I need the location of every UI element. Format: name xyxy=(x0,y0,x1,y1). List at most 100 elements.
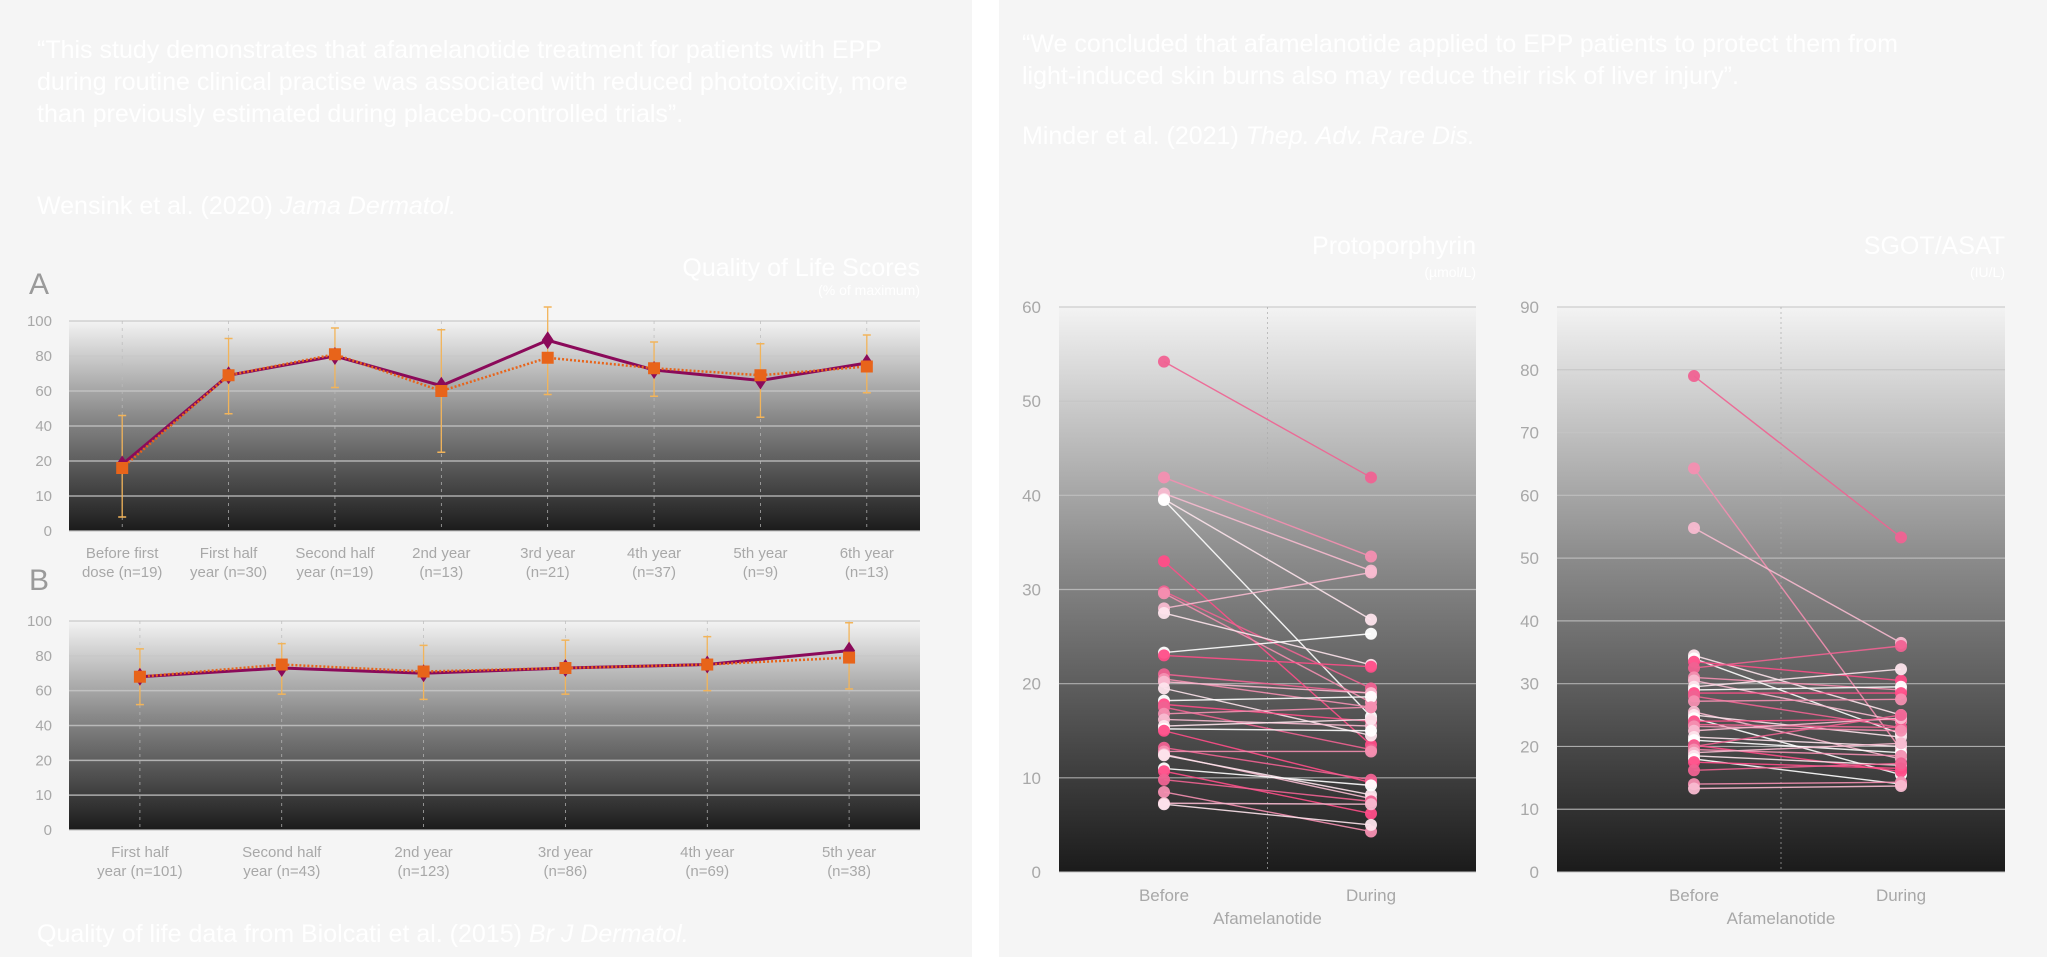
y-tick-label: 10 xyxy=(1022,769,1041,788)
before-point xyxy=(1158,724,1170,737)
qol-chart-subtitle: (% of maximum) xyxy=(818,282,920,298)
x-tick-label: Before first xyxy=(86,545,159,562)
during-point xyxy=(1365,724,1377,737)
square-marker xyxy=(648,362,661,375)
y-tick-label: 40 xyxy=(35,718,52,735)
x-tick-label: (n=38) xyxy=(827,863,871,880)
pair-line xyxy=(1163,754,1372,796)
sgot-unit: (IU/L) xyxy=(1970,264,2005,280)
pair-line xyxy=(1163,492,1372,572)
panel-a-label: A xyxy=(29,268,50,301)
during-point xyxy=(1895,531,1907,544)
pair-line xyxy=(1163,706,1372,715)
x-axis-label: Afamelanotide xyxy=(1727,909,1836,928)
square-marker xyxy=(559,662,572,675)
x-tick-label: Before xyxy=(1669,886,1719,905)
pair-line xyxy=(1163,590,1372,690)
y-tick-label: 0 xyxy=(1032,863,1041,882)
before-point xyxy=(1158,798,1170,811)
y-tick-label: 80 xyxy=(1520,361,1539,380)
square-marker xyxy=(328,348,341,361)
series-line-square xyxy=(121,352,867,469)
y-tick-label: 0 xyxy=(1530,863,1539,882)
pair-line xyxy=(1163,361,1372,479)
pair-line xyxy=(1163,802,1372,805)
pair-line xyxy=(1163,803,1372,826)
y-tick-label: 10 xyxy=(35,787,52,804)
series-line-diamond xyxy=(121,338,868,466)
x-tick-label: 4th year xyxy=(680,844,734,861)
x-tick-label: (n=86) xyxy=(544,863,588,880)
y-tick-label: 60 xyxy=(1520,486,1539,505)
pair-line xyxy=(1693,467,1902,750)
pair-line xyxy=(1163,498,1372,621)
pair-line xyxy=(1693,761,1902,770)
y-tick-label: 50 xyxy=(1520,549,1539,568)
x-tick-label: 4th year xyxy=(627,545,681,562)
y-tick-label: 60 xyxy=(1022,298,1041,317)
x-tick-label: (n=9) xyxy=(743,564,778,581)
square-marker xyxy=(133,670,146,683)
before-point xyxy=(1158,471,1170,484)
x-tick-label: 5th year xyxy=(822,844,876,861)
y-tick-label: 40 xyxy=(35,418,52,435)
during-point xyxy=(1895,709,1907,722)
x-tick-label: (n=13) xyxy=(845,564,889,581)
qol-chart-title: Quality of Life Scores xyxy=(682,254,920,282)
minder-citation: Minder et al. (2021) Thep. Adv. Rare Dis… xyxy=(1022,122,1475,151)
pair-line xyxy=(1693,686,1902,691)
sgot-title: SGOT/ASAT xyxy=(1863,232,2005,260)
square-marker xyxy=(116,462,129,474)
pair-line xyxy=(1693,762,1902,771)
before-point xyxy=(1158,555,1170,568)
x-axis-label: Afamelanotide xyxy=(1213,909,1322,928)
during-point xyxy=(1365,798,1377,811)
pair-line xyxy=(1693,739,1902,754)
x-tick-label: 3rd year xyxy=(520,545,575,562)
y-tick-label: 20 xyxy=(35,453,52,470)
pair-line xyxy=(1693,725,1902,732)
before-point xyxy=(1688,521,1700,534)
citation-authors: Minder et al. (2021) xyxy=(1022,122,1246,150)
during-point xyxy=(1895,663,1907,676)
before-point xyxy=(1158,773,1170,786)
y-tick-label: 10 xyxy=(35,488,52,505)
pair-line xyxy=(1693,781,1902,785)
pair-line xyxy=(1693,527,1902,644)
during-point xyxy=(1365,690,1377,703)
before-point xyxy=(1158,649,1170,662)
square-marker xyxy=(222,369,235,382)
x-tick-label: (n=37) xyxy=(632,564,676,581)
protoporphyrin-unit: (µmol/L) xyxy=(1424,264,1476,280)
y-tick-label: 60 xyxy=(35,683,52,700)
panel-b-label: B xyxy=(29,564,50,597)
during-point xyxy=(1365,807,1377,820)
during-point xyxy=(1895,724,1907,737)
pair-line xyxy=(1163,703,1372,723)
during-point xyxy=(1365,713,1377,726)
pair-line xyxy=(1693,723,1902,729)
x-tick-label: During xyxy=(1876,886,1926,905)
x-tick-label: 6th year xyxy=(840,545,894,562)
y-tick-label: 30 xyxy=(1520,675,1539,694)
pair-line xyxy=(1163,696,1372,702)
qol-footer-citation: Quality of life data from Biolcati et al… xyxy=(37,920,689,949)
footer-journal: Br J Dermatol. xyxy=(528,920,689,948)
citation-journal: Thep. Adv. Rare Dis. xyxy=(1245,122,1475,150)
x-tick-label: 5th year xyxy=(733,545,787,562)
pair-line xyxy=(1163,673,1372,694)
diamond-marker xyxy=(541,331,554,350)
square-marker xyxy=(701,658,714,671)
square-marker xyxy=(435,385,448,397)
series-line-diamond xyxy=(139,649,850,679)
before-point xyxy=(1688,462,1700,475)
during-point xyxy=(1365,566,1377,579)
y-tick-label: 70 xyxy=(1520,424,1539,443)
y-tick-label: 20 xyxy=(1022,675,1041,694)
pair-line xyxy=(1163,791,1372,833)
x-tick-label: (n=13) xyxy=(419,564,463,581)
y-tick-label: 60 xyxy=(35,383,52,400)
during-point xyxy=(1365,779,1377,792)
y-tick-label: 0 xyxy=(44,822,52,839)
